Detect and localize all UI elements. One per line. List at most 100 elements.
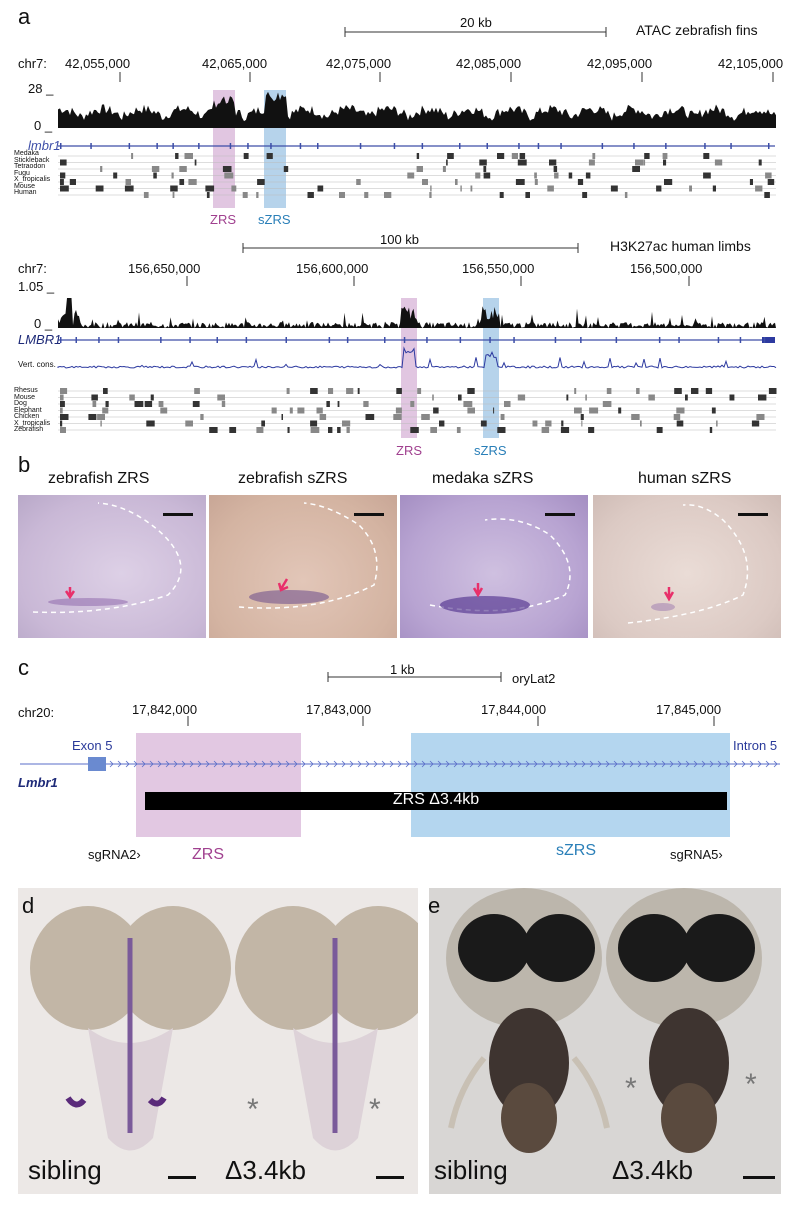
pos-top-0: 42,055,000: [65, 56, 131, 71]
species-fugu: Fugu: [14, 169, 30, 177]
zrs-region-box: [136, 733, 301, 837]
y-min-top: 0 _: [34, 118, 53, 133]
e-label-mutant: Δ3.4kb: [612, 1155, 693, 1185]
scale-label-1kb: 1 kb: [390, 662, 415, 677]
species-rhesus: Rhesus: [14, 387, 38, 394]
e-scale-bar: [743, 1176, 775, 1179]
ish-image-medaka-szrs: [400, 495, 588, 638]
b-title-0: zebrafish ZRS: [48, 470, 150, 487]
pos-c-2: 17,844,000: [481, 702, 547, 717]
vert-cons-track: [57, 346, 777, 369]
conservation-top: [58, 153, 776, 198]
species-elephant: Elephant: [14, 406, 42, 414]
scale-bar: [545, 513, 575, 516]
pos-bot-0: 156,650,000: [128, 261, 201, 276]
sgrna2-text: sgRNA2: [88, 847, 137, 862]
pos-c-1: 17,843,000: [306, 702, 372, 717]
chrom-label-c: chr20:: [18, 705, 55, 720]
intron-label: Intron 5: [733, 738, 778, 753]
panel-letter-a: a: [18, 4, 31, 29]
panel-letter-c: c: [18, 655, 29, 680]
exon5-box: [88, 757, 106, 771]
chrom-label-bottom: chr7:: [18, 261, 47, 276]
species-tetraodon: Tetraodon: [14, 163, 46, 170]
sgrna2-label: sgRNA2›: [88, 847, 141, 862]
chrom-label-top: chr7:: [18, 56, 47, 71]
species-chicken: Chicken: [14, 413, 40, 420]
pos-bot-2: 156,550,000: [462, 261, 535, 276]
szrs-region-box: [411, 733, 730, 837]
y-max-top: 28 _: [28, 81, 54, 96]
exon-label: Exon 5: [72, 738, 113, 753]
gene-label-c: Lmbr1: [18, 775, 58, 790]
panel-d-image: [18, 888, 418, 1194]
sgrna5-label: sgRNA5›: [670, 847, 723, 862]
scale-bar: [354, 513, 384, 516]
pos-top-5: 42,105,000: [718, 56, 784, 71]
e-asterisk-right: *: [745, 1068, 757, 1101]
deletion-label: ZRS Δ3.4kb: [392, 791, 480, 808]
species-medaka: Medaka: [14, 150, 39, 157]
scale-bar: [738, 513, 768, 516]
d-asterisk-left: *: [247, 1093, 259, 1126]
panel-e-image: [429, 888, 781, 1194]
conservation-bottom: [58, 388, 777, 433]
pos-top-3: 42,085,000: [456, 56, 522, 71]
species-zebrafish: Zebrafish: [14, 426, 44, 433]
gene-label-lmbr1: lmbr1: [28, 138, 61, 153]
pos-bot-1: 156,600,000: [296, 261, 369, 276]
h3k27ac-track-title: H3K27ac human limbs: [610, 238, 751, 254]
species-list-top: Medaka Stickleback Tetraodon Fugu X_trop…: [14, 150, 58, 197]
h3k27ac-signal: [58, 298, 776, 328]
zrs-label-c: ZRS: [192, 846, 224, 863]
species-list-bottom: Rhesus Mouse Dog Elephant Chicken X_trop…: [14, 387, 58, 434]
e-label-sibling: sibling: [434, 1155, 508, 1185]
pos-top-4: 42,095,000: [587, 56, 653, 71]
vert-cons-label: Vert. cons.: [18, 360, 56, 369]
pos-c-3: 17,845,000: [656, 702, 722, 717]
d-label-sibling: sibling: [28, 1155, 102, 1185]
assembly-label: oryLat2: [512, 671, 556, 686]
atac-track-title: ATAC zebrafish fins: [636, 22, 758, 38]
panel-letter-e: e: [428, 893, 441, 918]
species-mouse-b: Mouse: [14, 393, 36, 401]
d-asterisk-right: *: [369, 1093, 381, 1126]
panel-letter-d: d: [22, 893, 35, 918]
ish-image-zebrafish-szrs: [209, 495, 397, 638]
d-scale-bar-right: [376, 1176, 404, 1179]
zrs-label-bottom: ZRS: [396, 443, 422, 458]
szrs-label-bottom: sZRS: [474, 443, 507, 458]
species-human: Human: [14, 189, 37, 196]
pos-top-2: 42,075,000: [326, 56, 392, 71]
szrs-label-c: sZRS: [556, 842, 596, 859]
zrs-label-top: ZRS: [210, 212, 236, 227]
ish-image-zebrafish-zrs: [18, 495, 206, 638]
scale-label-100kb: 100 kb: [380, 232, 420, 247]
pos-top-1: 42,065,000: [202, 56, 268, 71]
ish-image-human-szrs: [593, 495, 781, 638]
szrs-label-top: sZRS: [258, 212, 291, 227]
y-min-bottom: 0 _: [34, 316, 53, 331]
panel-letter-b: b: [18, 452, 31, 477]
d-scale-bar-left: [168, 1176, 196, 1179]
deletion-bar: [145, 792, 727, 810]
e-asterisk-left: *: [625, 1072, 637, 1105]
b-title-2: medaka sZRS: [432, 470, 534, 487]
szrs-highlight-bottom: [483, 298, 499, 438]
d-label-mutant: Δ3.4kb: [225, 1155, 306, 1185]
atac-signal: [58, 91, 776, 128]
scale-label-20kb: 20 kb: [460, 15, 492, 30]
sgrna5-text: sgRNA5: [670, 847, 719, 862]
species-mouse: Mouse: [14, 182, 36, 190]
species-stickleback: Stickleback: [14, 156, 50, 164]
species-xtropicalis: X_tropicalis: [14, 176, 51, 183]
gene-label-LMBR1: LMBR1: [18, 332, 62, 347]
species-dog: Dog: [14, 400, 27, 407]
pos-bot-3: 156,500,000: [630, 261, 703, 276]
b-title-1: zebrafish sZRS: [238, 470, 348, 487]
scale-bar: [163, 513, 193, 516]
species-xtropicalis-b: X_tropicalis: [14, 419, 51, 427]
b-title-3: human sZRS: [638, 470, 732, 487]
